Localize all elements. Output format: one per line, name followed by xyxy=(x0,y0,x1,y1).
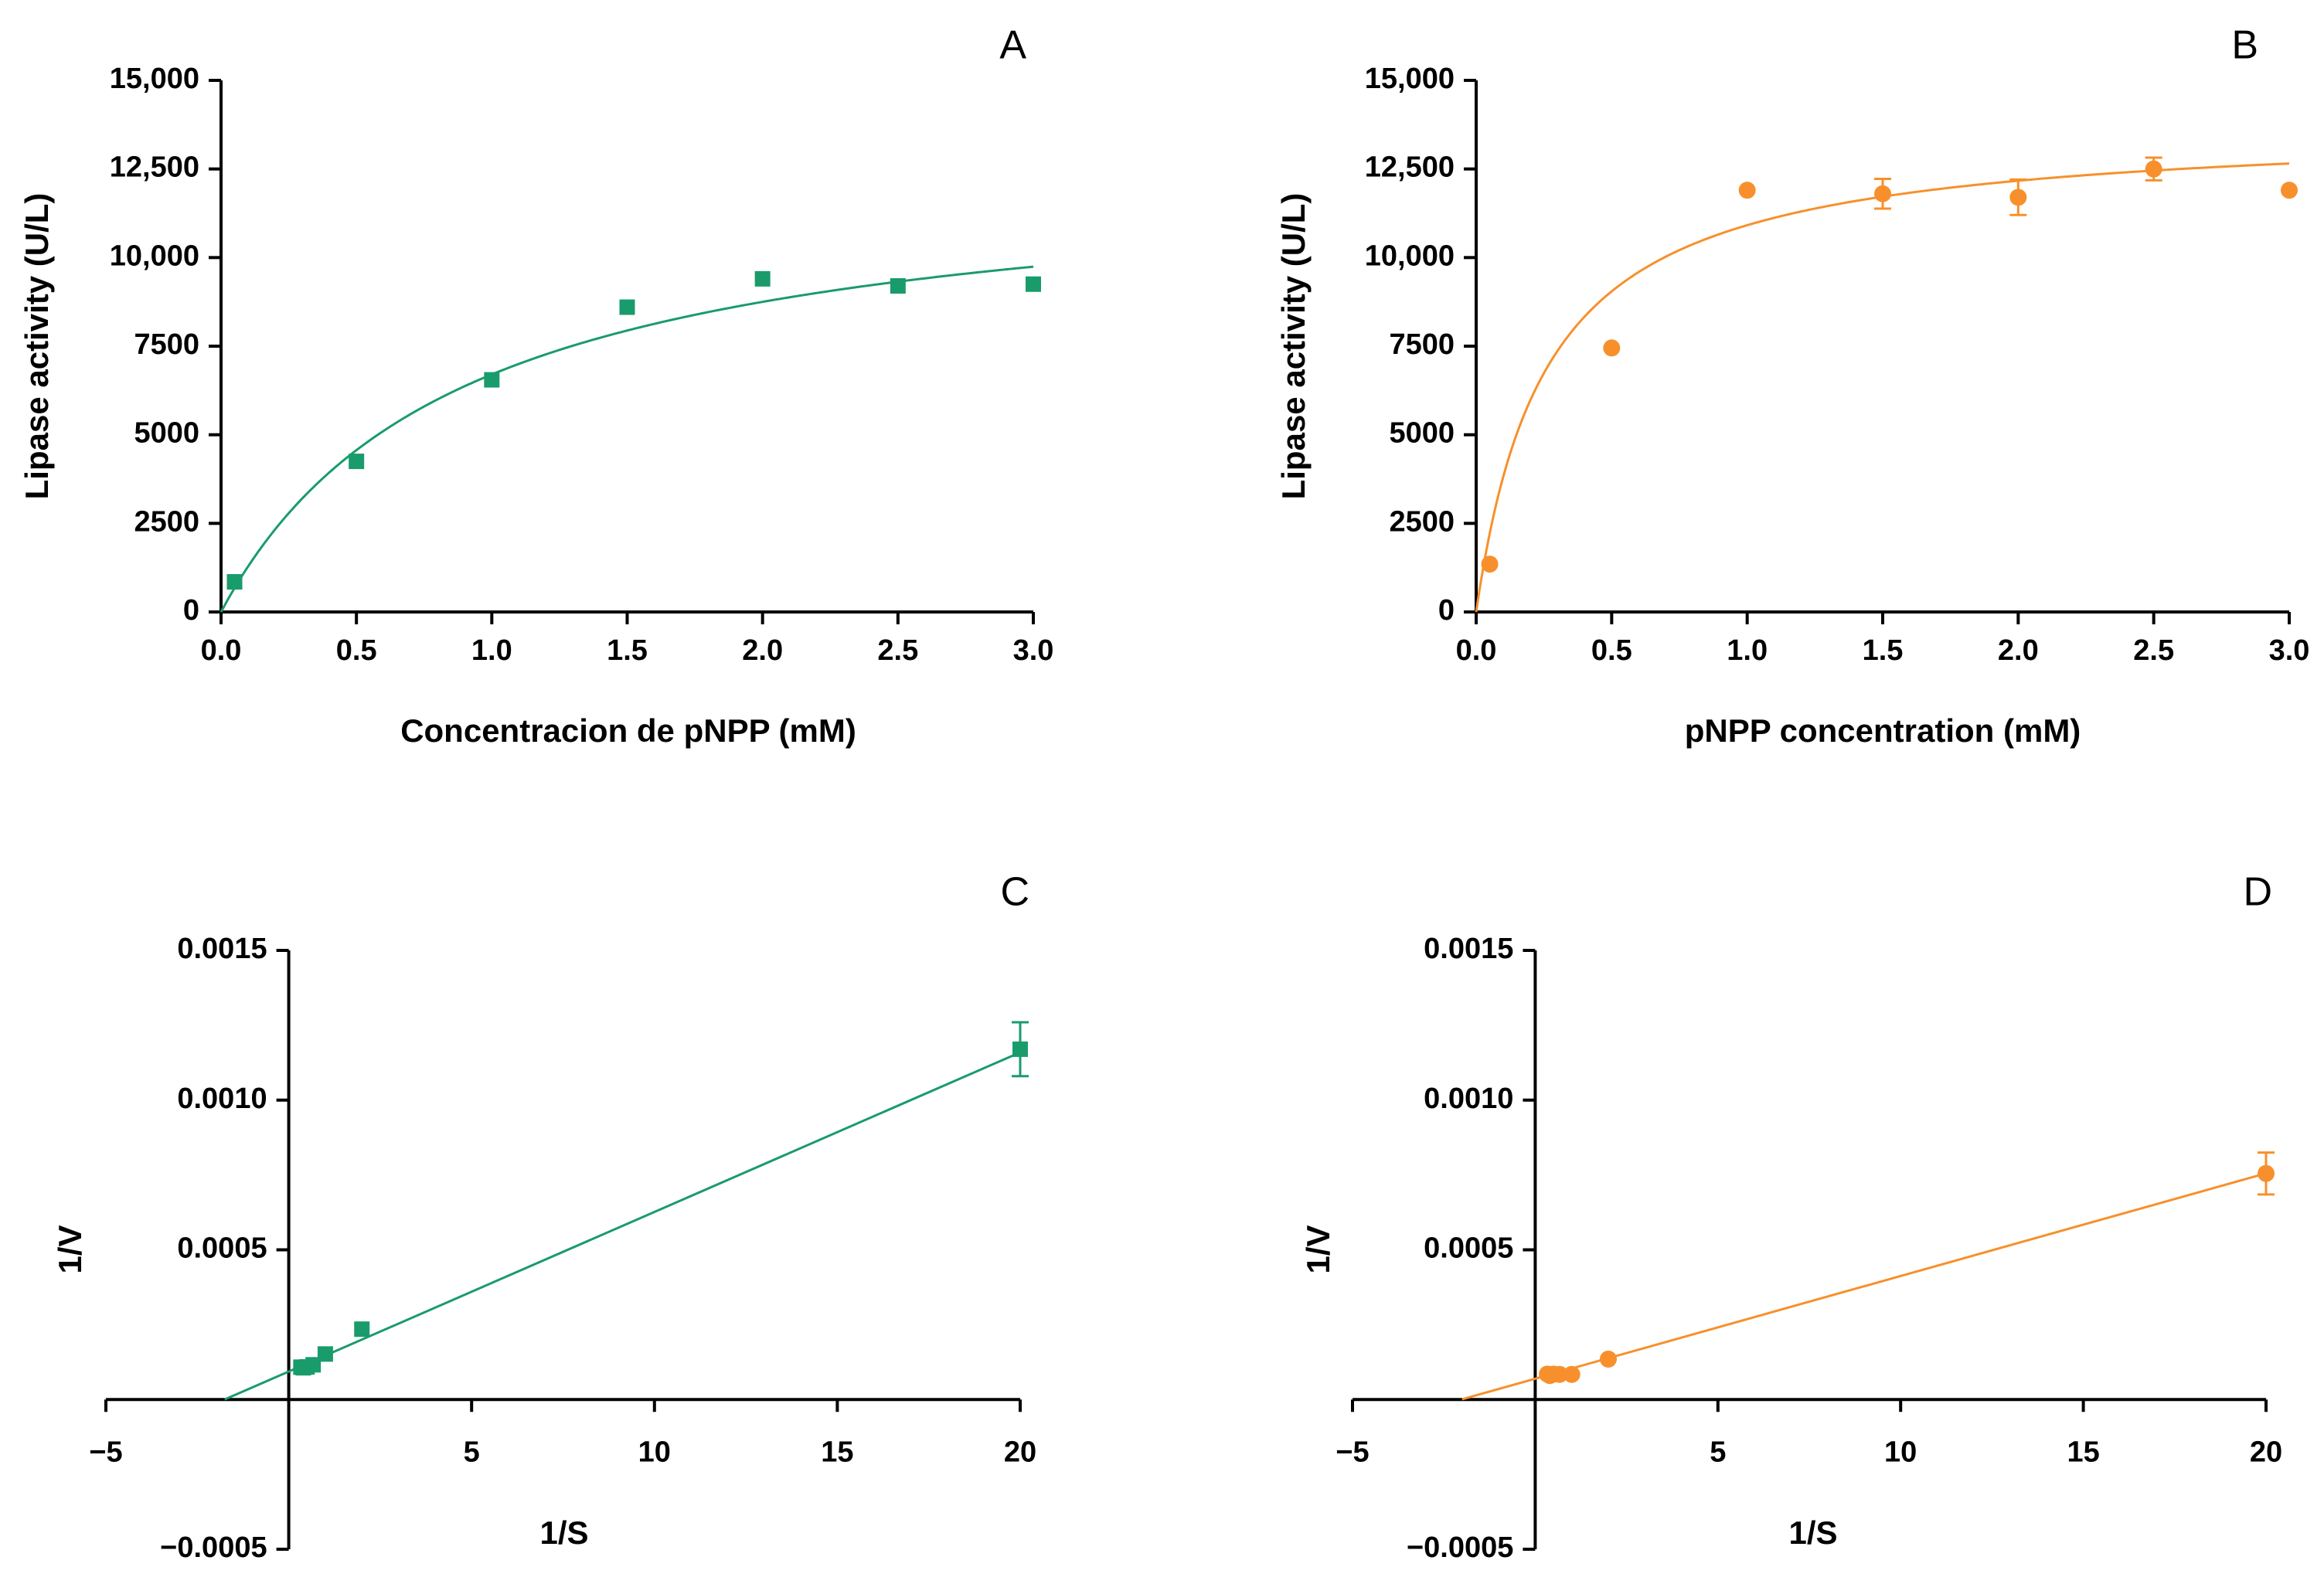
data-point xyxy=(1481,556,1499,573)
x-tick-label: 15 xyxy=(2067,1436,2099,1468)
y-tick-label: 2500 xyxy=(134,505,199,538)
y-tick-label: 5000 xyxy=(1389,417,1455,450)
y-axis-label: Lipase activity (U/L) xyxy=(19,193,55,500)
y-tick-label: 0.0015 xyxy=(1424,933,1513,965)
data-point xyxy=(1874,185,1891,202)
data-point xyxy=(226,574,243,590)
y-tick-label: 10,000 xyxy=(1365,240,1455,272)
y-tick-label: −0.0005 xyxy=(160,1531,267,1564)
y-tick-label: 0 xyxy=(183,594,199,627)
y-tick-label: 0.0015 xyxy=(177,933,267,965)
chart-panel-c: C −5 5 10 15 20 −0.0005 0.0005 0.0010 0.0015 1/S 1/… xyxy=(52,870,1036,1564)
data-point xyxy=(1603,339,1621,357)
x-axis-label: 1/S xyxy=(539,1514,588,1551)
y-tick-label: 12,500 xyxy=(1365,151,1455,184)
x-tick-label: 5 xyxy=(464,1436,480,1468)
y-tick-label: 0.0005 xyxy=(1424,1232,1513,1265)
x-tick-label: 1.0 xyxy=(1727,634,1768,667)
data-point xyxy=(2145,160,2162,178)
y-tick-label: 10,000 xyxy=(110,240,199,272)
data-point xyxy=(317,1346,333,1362)
x-tick-label: 20 xyxy=(2250,1436,2282,1468)
x-tick-label: 3.0 xyxy=(2269,634,2310,667)
data-point xyxy=(2258,1164,2275,1182)
panel-letter: A xyxy=(999,23,1026,68)
x-tick-label: 2.0 xyxy=(1998,634,2039,667)
data-point xyxy=(354,1321,370,1338)
x-tick-label: −5 xyxy=(1336,1436,1369,1468)
x-tick-label: 2.5 xyxy=(2133,634,2174,667)
chart-panel-a: A 0.0 0.5 1.0 1.5 2.0 2.5 3.0 0 2500 5000 7500 10,00… xyxy=(19,23,1053,749)
y-tick-label: 7500 xyxy=(134,328,199,361)
x-tick-label: 0.0 xyxy=(201,634,242,667)
x-tick-label: 1.5 xyxy=(1863,634,1904,667)
x-axis-label: pNPP concentration (mM) xyxy=(1685,712,2081,749)
y-tick-label: 5000 xyxy=(134,417,199,450)
x-tick-label: 0.0 xyxy=(1456,634,1497,667)
x-axis-label: 1/S xyxy=(1788,1514,1837,1551)
data-point xyxy=(2009,189,2027,206)
y-tick-label: 2500 xyxy=(1389,505,1455,538)
chart-panel-d: D −5 5 10 15 20 −0.0005 0.0005 0.0010 0.0015 1/S 1/… xyxy=(1300,870,2282,1564)
data-point xyxy=(1012,1041,1028,1057)
y-tick-label: 0 xyxy=(1438,594,1455,627)
data-point xyxy=(1599,1350,1617,1368)
data-point xyxy=(1026,276,1041,292)
x-axis-label: Concentracion de pNPP (mM) xyxy=(400,712,856,749)
x-tick-label: −5 xyxy=(89,1436,122,1468)
data-point xyxy=(2281,182,2298,199)
data-point xyxy=(890,278,906,294)
x-tick-label: 1.5 xyxy=(607,634,648,667)
x-tick-label: 2.5 xyxy=(877,634,918,667)
y-tick-label: 15,000 xyxy=(1365,63,1455,95)
chart-panel-b: B 0.0 0.5 1.0 1.5 2.0 2.5 3.0 0 2500 5000 7500 10,00… xyxy=(1275,23,2309,749)
y-tick-label: 0.0005 xyxy=(177,1232,267,1265)
fit-curve xyxy=(1461,1172,2267,1401)
y-tick-label: 0.0010 xyxy=(177,1083,267,1115)
data-point xyxy=(619,299,635,315)
y-axis-label: 1/V xyxy=(1300,1225,1336,1273)
panel-letter: D xyxy=(2243,870,2272,915)
fit-curve xyxy=(1475,162,2290,613)
x-tick-label: 10 xyxy=(1884,1436,1917,1468)
y-tick-label: 12,500 xyxy=(110,151,199,184)
x-tick-label: 1.0 xyxy=(471,634,512,667)
x-tick-label: 10 xyxy=(638,1436,671,1468)
x-tick-label: 0.5 xyxy=(1591,634,1632,667)
y-tick-label: 0.0010 xyxy=(1424,1083,1513,1115)
x-tick-label: 3.0 xyxy=(1013,634,1054,667)
x-tick-label: 0.5 xyxy=(336,634,377,667)
data-point xyxy=(754,270,771,287)
data-point xyxy=(349,454,365,470)
data-point xyxy=(1550,1365,1568,1383)
y-tick-label: −0.0005 xyxy=(1407,1531,1513,1564)
panel-letter: C xyxy=(1000,870,1029,915)
data-point xyxy=(305,1357,322,1373)
y-tick-label: 15,000 xyxy=(110,63,199,95)
data-point xyxy=(484,372,500,388)
x-tick-label: 2.0 xyxy=(742,634,783,667)
x-tick-label: 20 xyxy=(1004,1436,1036,1468)
x-tick-label: 15 xyxy=(821,1436,853,1468)
y-axis-label: Lipase activity (U/L) xyxy=(1275,193,1312,500)
x-tick-label: 5 xyxy=(1710,1436,1726,1468)
y-tick-label: 7500 xyxy=(1389,328,1455,361)
panel-letter: B xyxy=(2231,23,2258,68)
fit-curve xyxy=(219,265,1034,613)
fit-curve xyxy=(224,1051,1021,1401)
data-point xyxy=(1738,182,1756,199)
data-point xyxy=(1563,1365,1581,1383)
y-axis-label: 1/V xyxy=(52,1225,88,1273)
